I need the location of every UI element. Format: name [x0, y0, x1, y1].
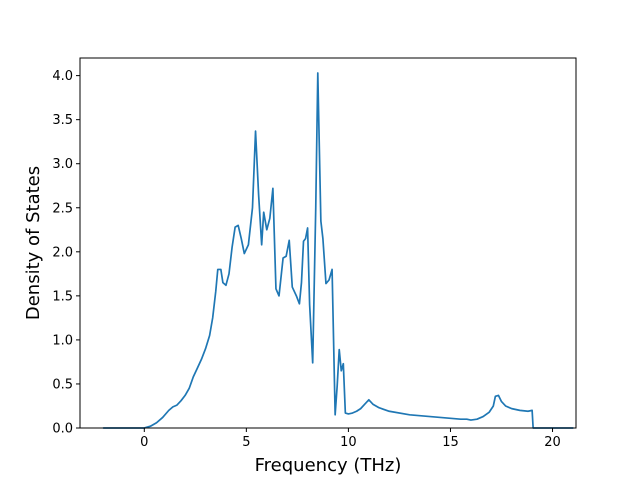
y-tick-label: 2.0 [52, 245, 73, 260]
x-tick-label: 20 [544, 435, 561, 450]
plot-frame [79, 57, 577, 429]
y-tick-label: 0.0 [52, 422, 73, 437]
x-tick-label: 15 [442, 435, 459, 450]
y-tick-label: 2.5 [52, 201, 73, 216]
x-axis-label: Frequency (THz) [255, 455, 402, 476]
y-tick-label: 1.5 [52, 289, 73, 304]
series-layer [102, 72, 574, 429]
y-tick-label: 1.0 [52, 333, 73, 348]
y-tick-label: 4.0 [52, 69, 73, 84]
x-tick-label: 5 [242, 435, 250, 450]
y-axis-ticks: 0.0 0.5 1.0 1.5 2.0 2.5 3.0 3.5 4.0 [52, 69, 80, 437]
x-tick-label: 0 [140, 435, 148, 450]
y-tick-label: 0.5 [52, 377, 73, 392]
x-tick-label: 10 [340, 435, 357, 450]
y-axis-label: Density of States [23, 166, 44, 320]
x-axis-ticks: 0 5 10 15 20 [140, 428, 561, 450]
y-tick-label: 3.5 [52, 113, 73, 128]
dos-series-line [102, 72, 574, 429]
y-tick-label: 3.0 [52, 157, 73, 172]
